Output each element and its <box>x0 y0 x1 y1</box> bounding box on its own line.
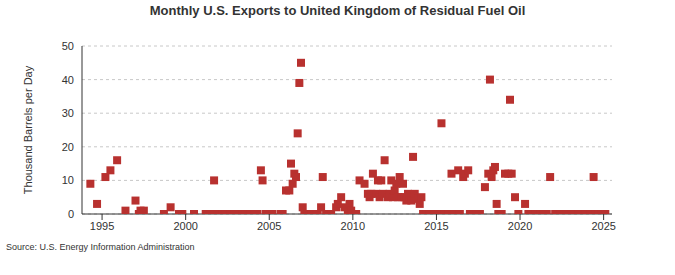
html-text:Monthly U.S. Exports to United: Monthly U.S. Exports to United Kingdom o… <box>149 3 526 18</box>
html-text:Source: U.S. Energy Informatio: Source: U.S. Energy Information Administ… <box>6 242 195 252</box>
svg-text:2010: 2010 <box>341 220 365 232</box>
svg-text:2015: 2015 <box>424 220 448 232</box>
svg-text:30: 30 <box>62 107 74 119</box>
svg-text:50: 50 <box>62 40 74 52</box>
svg-text:2025: 2025 <box>591 220 615 232</box>
svg-text:20: 20 <box>62 141 74 153</box>
svg-text:2005: 2005 <box>257 220 281 232</box>
svg-text:2000: 2000 <box>173 220 197 232</box>
svg-text:10: 10 <box>62 174 74 186</box>
svg-text:Thousand Barrels per Day: Thousand Barrels per Day <box>22 65 34 194</box>
svg-text:2020: 2020 <box>508 220 532 232</box>
svg-text:0: 0 <box>68 208 74 220</box>
svg-text:40: 40 <box>62 74 74 86</box>
svg-text:1995: 1995 <box>90 220 114 232</box>
